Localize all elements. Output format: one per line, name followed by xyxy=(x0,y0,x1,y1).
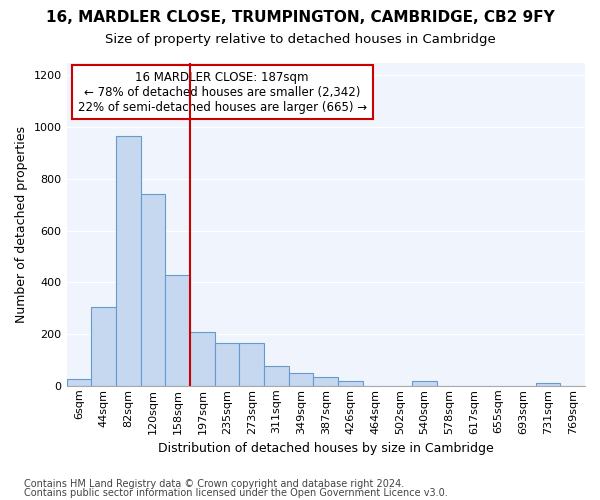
Y-axis label: Number of detached properties: Number of detached properties xyxy=(15,126,28,322)
Bar xyxy=(116,136,140,386)
Text: Contains public sector information licensed under the Open Government Licence v3: Contains public sector information licen… xyxy=(24,488,448,498)
Text: 16, MARDLER CLOSE, TRUMPINGTON, CAMBRIDGE, CB2 9FY: 16, MARDLER CLOSE, TRUMPINGTON, CAMBRIDG… xyxy=(46,10,554,25)
Bar xyxy=(264,366,289,386)
Text: 16 MARDLER CLOSE: 187sqm
← 78% of detached houses are smaller (2,342)
22% of sem: 16 MARDLER CLOSE: 187sqm ← 78% of detach… xyxy=(77,70,367,114)
Bar xyxy=(165,274,190,386)
Bar xyxy=(190,332,215,386)
Bar xyxy=(289,374,313,386)
Bar xyxy=(239,343,264,386)
Bar xyxy=(412,381,437,386)
Text: Contains HM Land Registry data © Crown copyright and database right 2024.: Contains HM Land Registry data © Crown c… xyxy=(24,479,404,489)
Bar xyxy=(91,307,116,386)
Bar xyxy=(140,194,165,386)
Bar xyxy=(67,380,91,386)
Bar xyxy=(215,343,239,386)
Bar xyxy=(313,377,338,386)
X-axis label: Distribution of detached houses by size in Cambridge: Distribution of detached houses by size … xyxy=(158,442,494,455)
Bar xyxy=(338,381,363,386)
Text: Size of property relative to detached houses in Cambridge: Size of property relative to detached ho… xyxy=(104,32,496,46)
Bar xyxy=(536,383,560,386)
